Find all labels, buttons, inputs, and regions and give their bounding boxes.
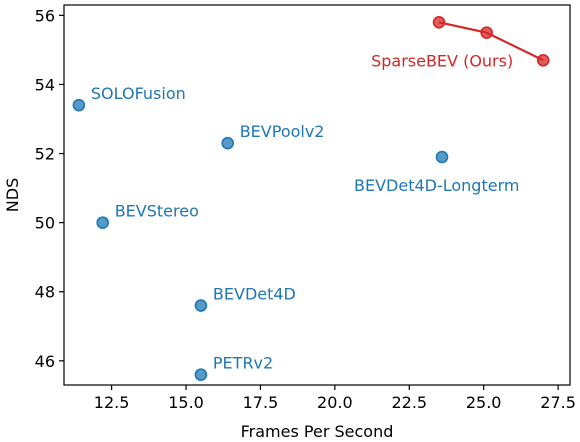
x-tick-label: 22.5 — [391, 393, 427, 412]
y-axis-label: NDS — [3, 178, 22, 212]
series-label: SparseBEV (Ours) — [371, 51, 513, 70]
y-tick-label: 46 — [35, 352, 55, 371]
data-point — [194, 299, 208, 312]
y-tick-label: 56 — [35, 6, 55, 25]
x-tick-label: 20.0 — [317, 393, 353, 412]
y-tick-label: 54 — [35, 75, 55, 94]
label-layer: SOLOFusion BEVPoolv2 BEVDet4D-Longterm BEVS… — [91, 51, 520, 372]
x-tick-label: 25.0 — [466, 393, 502, 412]
point-label: BEVPoolv2 — [240, 122, 325, 141]
data-point — [72, 98, 86, 112]
data-point — [96, 216, 109, 229]
data-point — [194, 368, 208, 381]
data-point — [435, 150, 449, 164]
series-point — [432, 15, 446, 29]
x-tick-label: 27.5 — [540, 393, 576, 412]
axes-layer: 12.5 15.0 17.5 20.0 22.5 25.0 27.5 46 48 50 52 54 56… — [3, 4, 576, 441]
series-point — [536, 53, 550, 67]
x-tick-label: 12.5 — [94, 393, 130, 412]
point-label: BEVDet4D — [213, 285, 296, 304]
y-tick-label: 48 — [35, 283, 55, 302]
x-tick-label: 15.0 — [168, 393, 204, 412]
series-point — [480, 26, 493, 39]
x-tick-label: 17.5 — [243, 393, 279, 412]
plot-frame — [63, 4, 571, 386]
data-layer — [72, 15, 550, 381]
point-label: BEVStereo — [115, 202, 199, 221]
data-point — [221, 136, 235, 150]
y-tick-label: 52 — [35, 145, 55, 164]
point-label: BEVDet4D-Longterm — [354, 176, 519, 195]
x-axis-label: Frames Per Second — [241, 422, 394, 441]
y-tick-label: 50 — [35, 214, 55, 233]
point-label: SOLOFusion — [91, 84, 186, 103]
point-label: PETRv2 — [213, 354, 273, 373]
